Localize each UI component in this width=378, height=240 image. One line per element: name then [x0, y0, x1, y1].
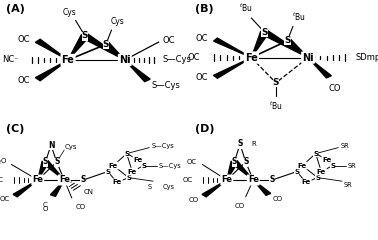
Text: S—Cys: S—Cys — [163, 55, 191, 65]
Polygon shape — [308, 58, 332, 78]
Text: (A): (A) — [6, 4, 25, 14]
Polygon shape — [253, 180, 271, 195]
Text: S: S — [294, 168, 299, 175]
Text: S: S — [261, 28, 268, 37]
Text: $^t$Bu: $^t$Bu — [292, 10, 305, 23]
Text: (D): (D) — [195, 124, 214, 134]
Text: S—Cys: S—Cys — [151, 81, 180, 90]
Text: Cys: Cys — [110, 17, 124, 26]
Polygon shape — [214, 58, 251, 78]
Polygon shape — [102, 43, 125, 60]
Text: CO: CO — [272, 196, 282, 202]
Polygon shape — [43, 161, 64, 180]
Polygon shape — [284, 39, 308, 58]
Text: Fe: Fe — [322, 156, 332, 163]
Text: Cys: Cys — [64, 144, 77, 150]
Text: Ni: Ni — [302, 53, 314, 63]
Polygon shape — [38, 162, 49, 180]
Text: R: R — [251, 141, 256, 147]
Text: OC: OC — [188, 53, 200, 62]
Polygon shape — [251, 32, 268, 58]
Text: S: S — [105, 168, 110, 175]
Text: OC: OC — [195, 73, 208, 83]
Text: S: S — [237, 139, 243, 149]
Text: O: O — [43, 206, 48, 212]
Polygon shape — [13, 180, 38, 197]
Text: Fe: Fe — [245, 53, 258, 63]
Text: Fe: Fe — [248, 175, 259, 185]
Text: OC: OC — [163, 36, 175, 45]
Polygon shape — [262, 30, 308, 58]
Polygon shape — [36, 39, 68, 60]
Text: Fe: Fe — [128, 168, 137, 175]
Text: Fe: Fe — [221, 175, 232, 185]
Text: Cys: Cys — [163, 184, 175, 190]
Text: NC⁻: NC⁻ — [2, 55, 19, 65]
Text: NC: NC — [0, 177, 4, 183]
Text: S: S — [330, 163, 335, 168]
Text: S: S — [243, 157, 248, 167]
Text: S: S — [141, 163, 146, 168]
Text: Fe: Fe — [302, 180, 311, 185]
Text: CO: CO — [235, 203, 245, 209]
Text: S: S — [124, 151, 129, 157]
Text: S—Cys: S—Cys — [159, 163, 181, 168]
Text: Ni: Ni — [119, 55, 130, 65]
Text: S: S — [43, 157, 48, 167]
Text: S: S — [284, 36, 291, 45]
Text: Fe: Fe — [62, 55, 74, 65]
Text: (C): (C) — [6, 124, 24, 134]
Text: S: S — [102, 40, 109, 49]
Polygon shape — [125, 60, 150, 82]
Text: S: S — [313, 151, 318, 157]
Text: Fe: Fe — [317, 168, 326, 175]
Text: S: S — [270, 175, 275, 185]
Text: S: S — [315, 175, 320, 180]
Text: OC: OC — [18, 35, 30, 44]
Text: SR: SR — [348, 163, 356, 168]
Text: H$_2$O: H$_2$O — [0, 157, 8, 167]
Text: SR: SR — [340, 143, 349, 149]
Text: S: S — [82, 31, 88, 41]
Polygon shape — [36, 60, 68, 81]
Text: S: S — [54, 157, 59, 167]
Text: CO: CO — [76, 204, 86, 210]
Text: SR: SR — [344, 182, 353, 188]
Text: S: S — [81, 175, 86, 185]
Text: Cys: Cys — [63, 8, 77, 17]
Text: Fe: Fe — [109, 163, 118, 168]
Text: N: N — [48, 141, 54, 150]
Text: $^t$Bu: $^t$Bu — [269, 100, 283, 112]
Text: Fe: Fe — [133, 156, 143, 163]
Polygon shape — [82, 34, 125, 60]
Text: CO: CO — [188, 197, 198, 204]
Text: S—Cys: S—Cys — [151, 143, 174, 149]
Text: S: S — [126, 175, 131, 180]
Polygon shape — [214, 38, 251, 58]
Polygon shape — [50, 180, 64, 196]
Text: (B): (B) — [195, 4, 213, 14]
Text: S: S — [147, 184, 151, 190]
Text: OC: OC — [18, 76, 30, 85]
Text: OC: OC — [0, 196, 9, 202]
Text: Fe: Fe — [59, 175, 70, 185]
Text: OC: OC — [186, 159, 197, 165]
Polygon shape — [227, 162, 238, 180]
Text: OC: OC — [183, 177, 193, 183]
Text: S: S — [232, 157, 237, 167]
Polygon shape — [232, 161, 253, 180]
Polygon shape — [202, 180, 227, 197]
Text: Fe: Fe — [32, 175, 43, 185]
Text: OC: OC — [195, 34, 208, 43]
Text: CO: CO — [328, 84, 341, 93]
Text: SDmp: SDmp — [355, 53, 378, 62]
Text: S: S — [273, 78, 279, 87]
Text: Fe: Fe — [298, 163, 307, 168]
Text: CN: CN — [83, 189, 93, 195]
Polygon shape — [68, 35, 89, 60]
Text: $^t$Bu: $^t$Bu — [239, 2, 253, 14]
Text: C: C — [43, 202, 48, 208]
Text: Fe: Fe — [113, 180, 122, 185]
